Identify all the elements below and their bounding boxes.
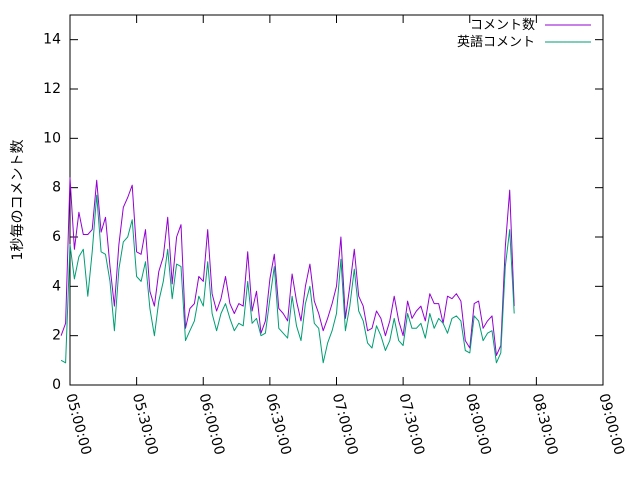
x-tick-label: 06:30:00 (262, 392, 294, 457)
x-tick-label: 05:30:00 (129, 392, 161, 457)
y-tick-label: 4 (52, 278, 61, 294)
legend-label-english-comments: 英語コメント (457, 34, 535, 50)
y-tick-label: 8 (52, 180, 61, 196)
legend-entry-comment-count: コメント数 (470, 18, 591, 33)
series-line-1 (60, 194, 515, 364)
legend-entry-english-comments: 英語コメント (457, 34, 591, 50)
legend: コメント数 英語コメント (457, 18, 591, 50)
y-tick-label: 10 (43, 130, 61, 146)
series-lines (60, 177, 515, 364)
plot-border (69, 14, 604, 386)
legend-label-comment-count: コメント数 (470, 18, 535, 33)
x-tick-label: 07:30:00 (395, 392, 427, 457)
y-tick-label: 0 (52, 377, 61, 393)
y-axis: 0 2 4 6 8 10 12 14 (43, 32, 603, 393)
series-line-0 (60, 177, 515, 356)
x-tick-label: 06:00:00 (196, 392, 228, 457)
y-tick-label: 2 (52, 328, 61, 344)
x-axis: 05:00:00 05:30:00 06:00:00 06:30:00 07:00:00… (62, 15, 627, 457)
y-tick-label: 6 (52, 229, 61, 245)
x-tick-label: 08:00:00 (462, 392, 494, 457)
x-tick-label: 05:00:00 (62, 392, 94, 457)
x-tick-label: 09:00:00 (595, 392, 627, 457)
y-axis-label: 1秒毎のコメント数 (10, 140, 26, 261)
y-tick-label: 14 (43, 32, 61, 48)
x-tick-label: 08:30:00 (529, 392, 561, 457)
y-tick-label: 12 (43, 81, 61, 97)
plot-area: 0 2 4 6 8 10 12 14 05:00:00 05:30:00 06:00:00 06:3… (43, 14, 627, 457)
x-tick-label: 07:00:00 (329, 392, 361, 457)
